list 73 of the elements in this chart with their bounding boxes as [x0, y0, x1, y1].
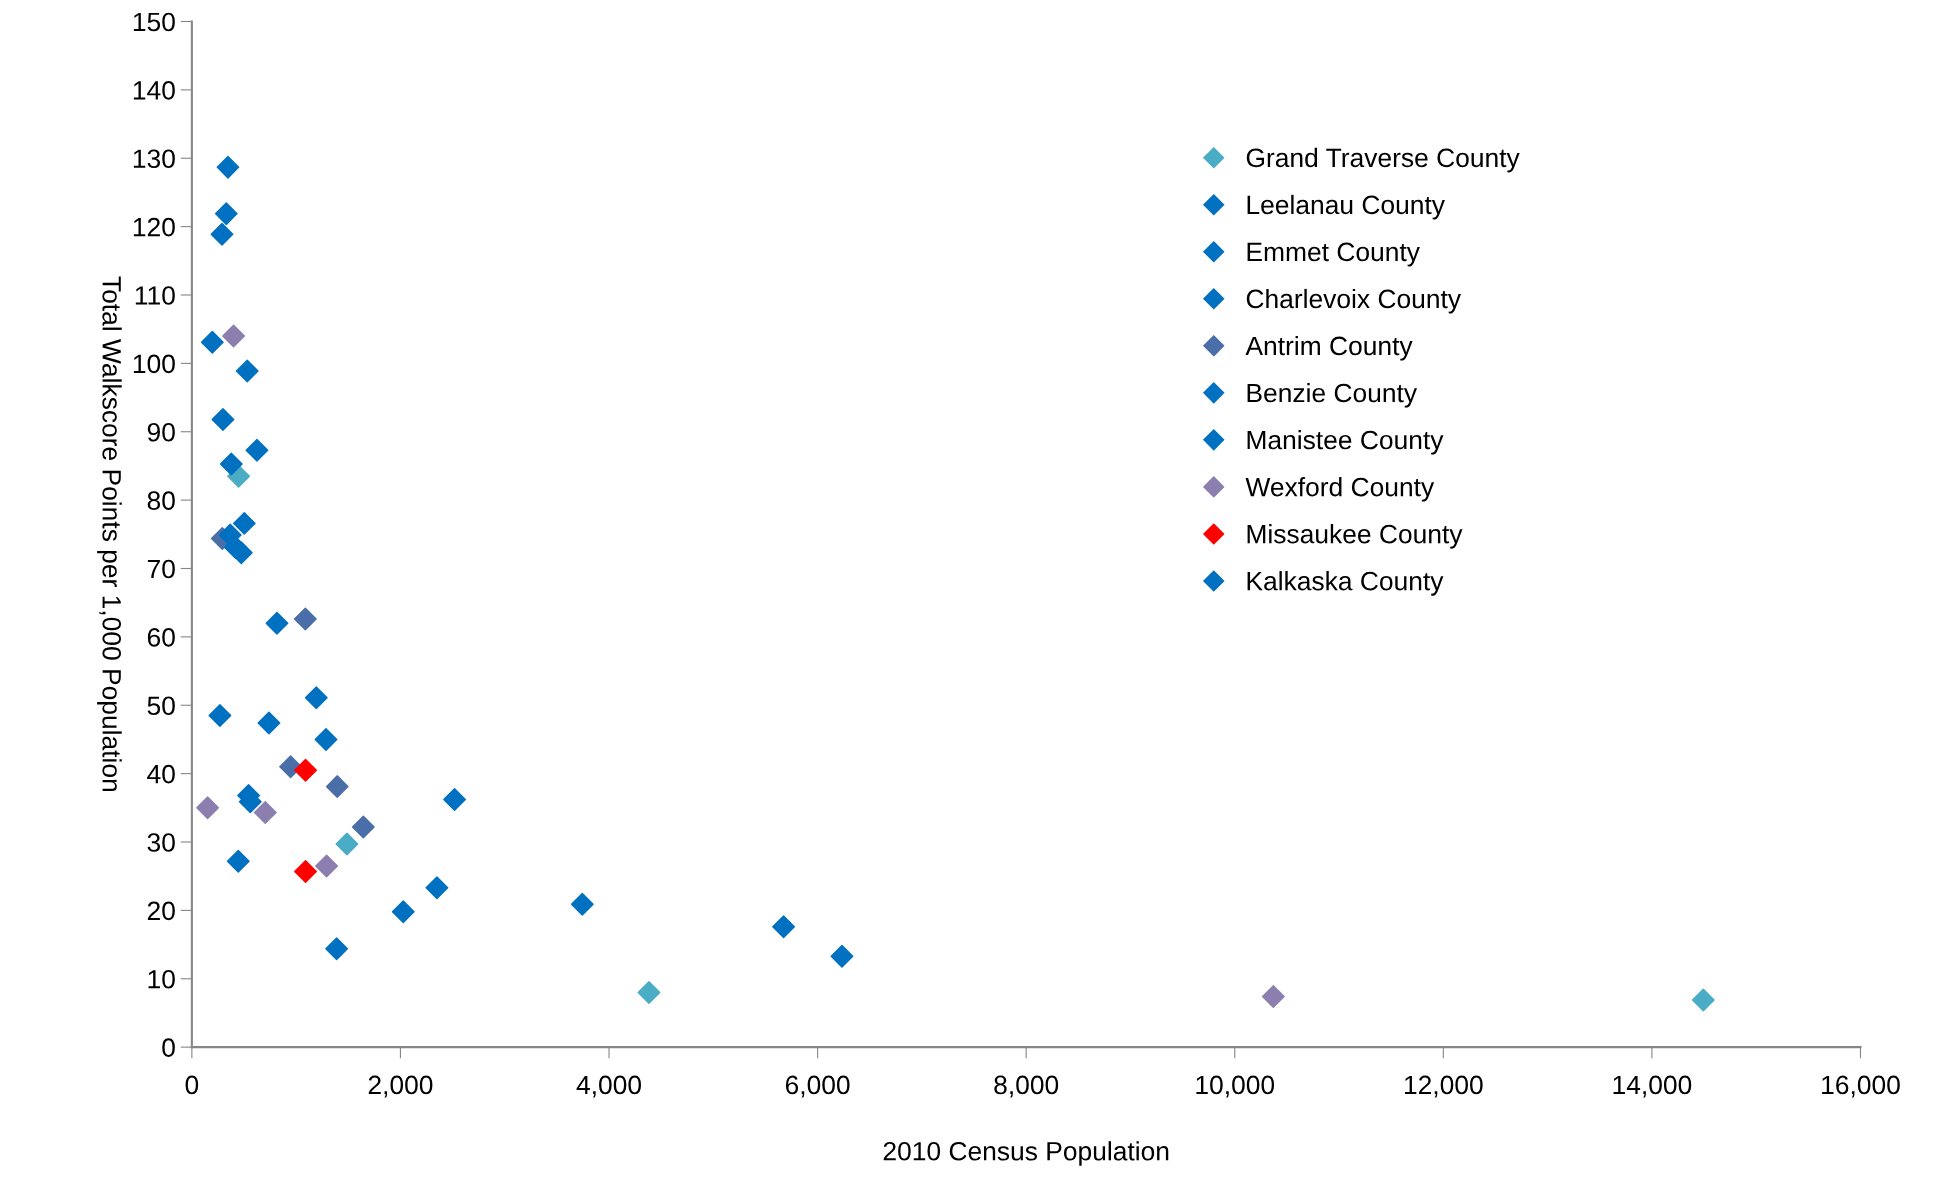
point [830, 944, 854, 968]
legend-label: Benzie County [1247, 382, 1418, 408]
point [325, 775, 349, 799]
point [637, 980, 661, 1004]
point [279, 755, 303, 779]
legend-label: Emmet County [1247, 242, 1420, 267]
y-tick-label: 80 [147, 491, 175, 510]
point [443, 788, 467, 812]
y-tick-label: 120 [133, 217, 175, 237]
x-tick-label: 2,000 [368, 1075, 433, 1098]
y-tick-label: 150 [133, 12, 175, 32]
x-axis-title: 2010 Census Population [883, 1141, 1169, 1166]
y-tick-label: 60 [147, 628, 175, 647]
y-tick-label: 30 [147, 833, 175, 852]
y-tick-label: 40 [147, 764, 175, 784]
y-tick-label: 130 [133, 149, 175, 169]
x-tick-label: 10,000 [1196, 1075, 1275, 1098]
point [1691, 988, 1715, 1012]
point [219, 452, 243, 476]
point [425, 876, 449, 900]
legend-label: Charlevoix County [1246, 288, 1461, 314]
x-tick-label: 14,000 [1613, 1075, 1692, 1098]
point [216, 155, 240, 179]
point [265, 611, 289, 635]
point [196, 796, 220, 820]
x-tick-label: 6,000 [785, 1075, 850, 1098]
point [1261, 985, 1285, 1008]
y-tick-label: 70 [147, 559, 175, 579]
y-tick-label: 10 [148, 969, 175, 989]
point [391, 900, 415, 924]
point [245, 438, 269, 462]
x-tick-label: 16,000 [1822, 1075, 1900, 1098]
point [232, 511, 256, 535]
point [351, 815, 375, 839]
point [293, 607, 317, 631]
point [257, 711, 281, 735]
legend-label: Manistee County [1247, 429, 1444, 455]
point [253, 801, 277, 825]
legend-label: Kalkaska County [1247, 571, 1444, 596]
y-tick-label: 20 [147, 901, 175, 921]
y-axis-title: Total Walkscore Points per 1,000 Population [97, 276, 122, 792]
point [315, 854, 339, 878]
point [208, 704, 232, 727]
point [214, 202, 238, 226]
legend-label: Antrim County [1245, 335, 1413, 361]
point [226, 849, 250, 873]
point [772, 915, 796, 939]
y-tick-label: 90 [147, 422, 175, 442]
point [210, 222, 234, 246]
point [222, 324, 246, 348]
point [314, 727, 338, 751]
point [235, 359, 259, 383]
point [200, 330, 224, 354]
x-tick-label: 12,000 [1404, 1075, 1483, 1098]
x-tick-label: 8,000 [994, 1075, 1059, 1098]
legend-label: Leelanau County [1247, 194, 1445, 220]
legend-label: Grand Traverse County [1246, 147, 1520, 173]
point [570, 892, 594, 916]
point [325, 937, 349, 961]
legend-label: Missaukee County [1247, 524, 1463, 549]
point [335, 832, 359, 856]
point [304, 686, 328, 710]
y-tick-label: 0 [162, 1038, 175, 1057]
y-tick-label: 50 [147, 696, 175, 716]
x-tick-label: 0 [185, 1075, 199, 1095]
y-tick-label: 110 [135, 286, 175, 305]
point [294, 758, 317, 782]
point [294, 859, 317, 883]
x-tick-label: 4,000 [576, 1075, 642, 1098]
point [211, 407, 235, 431]
y-tick-label: 140 [133, 81, 175, 100]
legend-label: Wexford County [1245, 477, 1435, 502]
y-tick-label: 100 [133, 354, 175, 374]
